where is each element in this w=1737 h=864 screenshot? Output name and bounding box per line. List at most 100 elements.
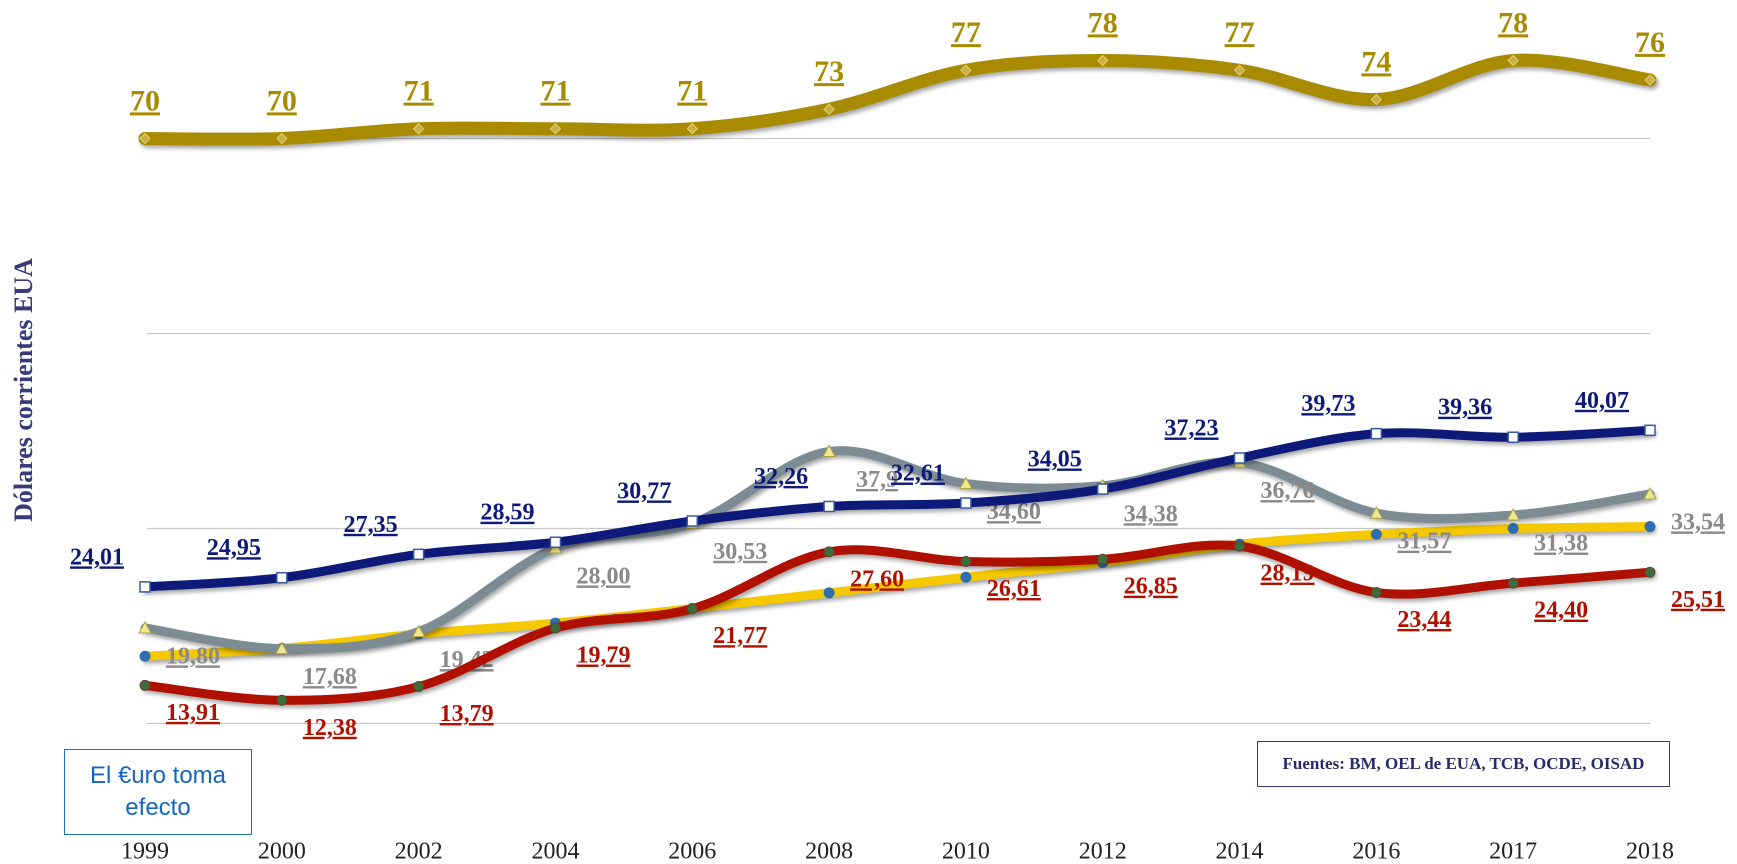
marker [959,476,973,490]
marker [1644,424,1656,437]
marker [139,650,151,662]
marker [412,123,425,135]
marker [823,546,835,558]
marker [960,64,972,76]
data-label: 30,53 [713,539,767,565]
marker [1370,528,1382,540]
data-label: 34,05 [1028,447,1082,473]
data-label: 21,77 [713,623,767,649]
marker [823,103,835,115]
data-label: 74 [1361,45,1391,78]
marker [549,123,562,135]
x-tick-label: 2017 [1489,839,1537,864]
marker [139,132,151,145]
line [138,53,1657,146]
data-label: 31,38 [1534,531,1588,557]
annotation-euro: El €uro toma efecto [64,749,252,835]
marker [411,624,426,638]
data-label: 36,76 [1261,478,1315,504]
data-label: 39,36 [1438,395,1492,421]
marker [1233,452,1246,464]
data-label: 28,19 [1261,561,1315,587]
x-tick-label: 2004 [531,839,579,864]
marker [1096,483,1109,495]
data-label: 19,79 [576,643,630,669]
x-tick-label: 2016 [1352,839,1400,864]
marker [1369,506,1384,519]
data-label: 70 [267,84,297,117]
marker [138,620,152,634]
marker [1370,93,1383,106]
marker [413,681,425,693]
marker [1644,566,1656,578]
data-label: 71 [404,75,434,108]
marker [276,694,288,706]
data-label: 78 [1088,6,1118,39]
data-label: 73 [814,55,844,88]
y-axis-label: Dólares corrientes EUA [9,258,38,522]
marker [276,132,288,145]
x-tick-label: 2000 [258,839,306,864]
data-label: 37,23 [1165,416,1219,442]
data-label: 12,38 [303,715,357,741]
data-label: 33,54 [1671,509,1725,535]
marker [1233,64,1246,76]
data-label: 31,57 [1397,529,1451,555]
data-label: 34,38 [1124,501,1178,527]
marker [1370,586,1382,598]
data-label: 71 [540,75,570,108]
marker [960,571,972,583]
marker [1507,523,1519,534]
data-label: 78 [1498,6,1528,39]
data-label: 32,61 [891,461,945,487]
marker [139,679,151,691]
marker [1644,521,1656,533]
marker [1097,54,1109,67]
marker [686,603,698,615]
data-label: 27,60 [850,566,904,592]
data-label: 27,35 [344,512,398,538]
x-tick-label: 2002 [395,839,443,864]
data-label: 24,01 [70,544,124,570]
marker [1234,540,1246,552]
marker [274,641,289,655]
x-tick-label: 2012 [1079,839,1127,864]
x-tick-label: 2018 [1626,839,1674,864]
data-label: 26,61 [987,576,1041,602]
annotation-source: Fuentes: BM, OEL de EUA, TCB, OCDE, OISA… [1257,741,1670,787]
data-label: 70 [130,84,160,117]
data-label: 17,68 [303,664,357,690]
marker [960,497,972,509]
data-label: 40,07 [1575,388,1629,414]
marker [1097,553,1109,565]
x-tick-label: 1999 [121,839,169,864]
data-label: 76 [1635,26,1665,59]
data-label: 77 [1225,16,1255,49]
marker [276,571,288,584]
line [140,446,1655,654]
marker [1507,431,1519,443]
data-label: 37,9 [856,467,898,493]
data-label: 24,95 [207,535,261,561]
data-label: 77 [951,16,981,49]
marker [823,500,835,513]
marker [1507,577,1519,589]
data-label: 32,26 [754,464,808,490]
data-label: 30,77 [617,478,671,504]
line [140,425,1655,592]
data-label: 24,40 [1534,598,1588,624]
data-label: 25,51 [1671,587,1725,613]
x-tick-label: 2014 [1216,839,1264,864]
marker [1507,54,1519,67]
marker [412,548,425,561]
line [140,540,1655,705]
marker [1644,74,1656,86]
marker [1370,427,1383,440]
marker [549,622,561,634]
x-tick-label: 2006 [668,839,716,864]
data-label: 23,44 [1397,607,1451,633]
data-label: 28,00 [576,564,630,590]
marker [139,581,151,593]
